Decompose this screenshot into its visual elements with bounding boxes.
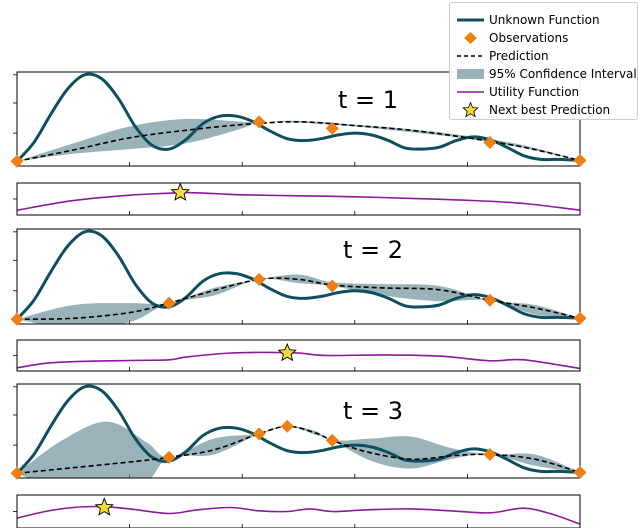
observation-point [10, 312, 24, 326]
main-plot-3-frame [16, 383, 581, 479]
main-plot-2-series [17, 229, 580, 324]
main-plot-panel-2 [10, 228, 587, 326]
next-best-star-icon [277, 342, 297, 362]
legend-star-icon [462, 102, 479, 118]
legend-prediction-dashed-icon [457, 55, 484, 57]
prediction-line [17, 120, 580, 163]
utility-panel-1 [13, 182, 581, 216]
observation-point [573, 153, 587, 167]
observation-point [252, 427, 266, 441]
legend-ci-patch-icon [457, 69, 484, 79]
utility-plot-3-frame [16, 494, 581, 528]
legend-item-observations: Observations [450, 29, 638, 47]
next-best-star-icon [170, 182, 190, 201]
observation-point [280, 419, 294, 433]
main-plot-panel-3 [10, 383, 587, 480]
observation-point [325, 279, 339, 293]
observation-point [162, 296, 176, 310]
confidence-band [17, 421, 580, 478]
next-best-star-icon [94, 497, 114, 516]
legend-observation-diamond-icon [464, 32, 477, 44]
utility-plot-2-frame [16, 339, 581, 372]
main-plot-1-series [17, 72, 580, 163]
utility-function-line [16, 351, 581, 370]
panel-label-t3: t = 3 [343, 397, 403, 425]
utility-panel-2 [13, 339, 581, 372]
unknown-function-line [17, 72, 580, 163]
observation-point [483, 293, 497, 307]
legend-item-ci: 95% Confidence Interval [450, 65, 638, 83]
legend-prediction-label: Prediction [489, 49, 549, 63]
observation-point [573, 311, 587, 325]
observation-point [10, 466, 24, 480]
observation-point [573, 465, 587, 479]
panel-label-t2: t = 2 [343, 236, 403, 264]
prediction-line [17, 425, 580, 475]
legend-observations-label: Observations [489, 31, 569, 45]
observation-point [10, 154, 24, 168]
unknown-function-line [17, 384, 580, 475]
unknown-function-line [17, 229, 580, 321]
utility-plot-2-background [17, 340, 580, 371]
legend-unknown-label: Unknown Function [489, 13, 600, 27]
observation-point [483, 448, 497, 461]
legend-item-unknown: Unknown Function [450, 11, 638, 29]
observation-point [162, 450, 176, 464]
legend-item-next: Next best Prediction [450, 101, 638, 119]
confidence-band [17, 118, 580, 162]
legend: Unknown Function Observations Prediction… [449, 2, 638, 120]
legend-item-utility: Utility Function [450, 83, 638, 101]
legend-ci-label: 95% Confidence Interval [489, 67, 637, 81]
legend-utility-label: Utility Function [489, 85, 580, 99]
main-plot-2-frame [16, 228, 581, 325]
utility-plot-1-frame [16, 182, 581, 216]
observation-point [252, 272, 266, 286]
observation-point [325, 121, 339, 135]
confidence-band [17, 274, 580, 324]
legend-unknown-line-icon [457, 18, 484, 22]
main-plot-3-series [17, 384, 580, 478]
utility-plot-1-background [17, 183, 580, 215]
legend-utility-line-icon [457, 91, 484, 93]
observation-point [325, 433, 339, 447]
prediction-line [17, 277, 580, 321]
utility-function-line [16, 191, 581, 211]
utility-plot-3-background [17, 495, 580, 528]
legend-next-label: Next best Prediction [489, 103, 611, 117]
panel-label-t1: t = 1 [338, 86, 398, 114]
legend-item-prediction: Prediction [450, 47, 638, 65]
observation-point [483, 136, 497, 149]
observation-point [252, 115, 266, 129]
utility-panel-3 [13, 494, 581, 528]
